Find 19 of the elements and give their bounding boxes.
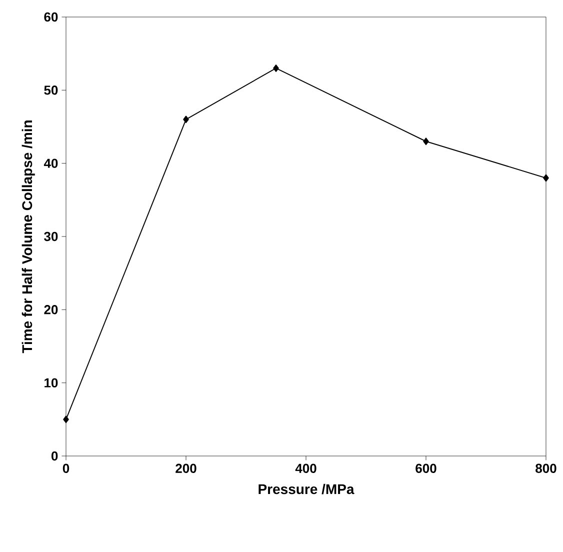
point: [423, 138, 429, 146]
y-tick-label: 0: [51, 451, 58, 461]
x-tick-label: 800: [536, 464, 556, 473]
y-tick-label: 10: [44, 378, 58, 388]
point: [63, 416, 69, 424]
x-tick-label: 600: [416, 464, 436, 473]
y-axis-title: Time for Half Volume Collapse /min: [22, 120, 35, 354]
y-tick-label: 20: [44, 305, 58, 314]
y-tick-label: 50: [44, 86, 58, 95]
x-axis-title: Pressure /MPa: [258, 484, 354, 494]
point: [543, 174, 549, 182]
point: [273, 64, 279, 72]
y-tick-label: 30: [44, 232, 58, 242]
point: [183, 116, 189, 124]
y-tick-label: 40: [44, 158, 58, 168]
x-tick-label: 400: [295, 464, 316, 473]
y-tick-label: 60: [44, 12, 58, 22]
x-tick-label: 0: [62, 464, 70, 473]
x-tick-label: 200: [176, 464, 196, 473]
